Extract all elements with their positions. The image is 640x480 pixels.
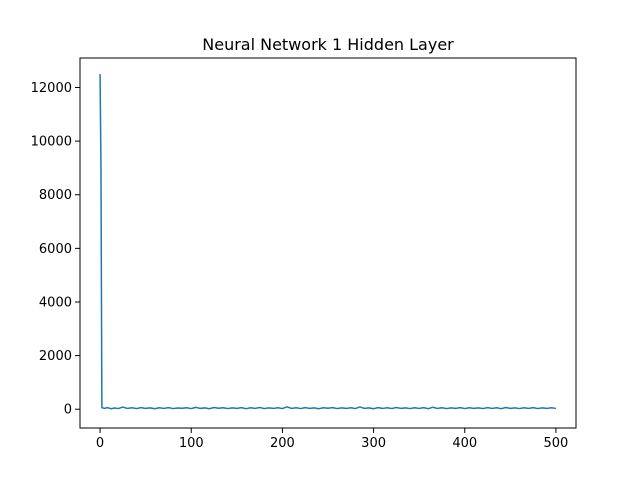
x-tick-label: 400 bbox=[452, 436, 477, 451]
y-tick-label: 10000 bbox=[31, 135, 72, 150]
axis-ticks: 0 100 200 300 400 500 0 2000 4000 6000 8000 10000 12… bbox=[31, 81, 569, 451]
y-tick-label: 6000 bbox=[39, 242, 72, 257]
y-tick-label: 0 bbox=[64, 403, 72, 418]
y-tick-label: 8000 bbox=[39, 188, 72, 203]
x-tick-label: 100 bbox=[179, 436, 204, 451]
plot-frame bbox=[79, 57, 577, 429]
x-tick-label: 300 bbox=[361, 436, 386, 451]
y-tick-label: 4000 bbox=[39, 295, 72, 310]
series-line bbox=[99, 74, 557, 410]
x-tick-label: 200 bbox=[270, 436, 295, 451]
x-tick-label: 0 bbox=[96, 436, 104, 451]
y-tick-label: 12000 bbox=[31, 81, 72, 96]
y-tick-label: 2000 bbox=[39, 349, 72, 364]
x-tick-label: 500 bbox=[544, 436, 569, 451]
chart-title: Neural Network 1 Hidden Layer bbox=[202, 35, 454, 54]
data-series bbox=[99, 74, 557, 410]
